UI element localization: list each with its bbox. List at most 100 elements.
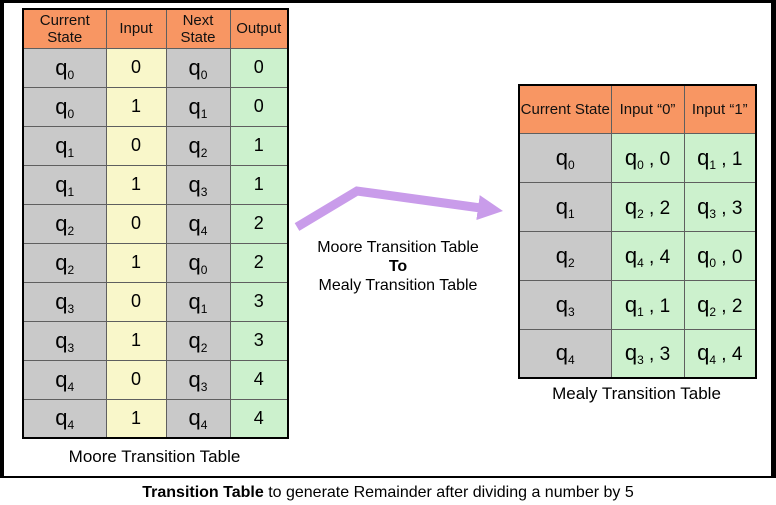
state-subscript: 3 xyxy=(67,301,75,316)
moore-current-state-cell: q2 xyxy=(22,242,107,283)
mealy-state-cell: q4 xyxy=(518,328,612,379)
state-subscript: 1 xyxy=(637,304,644,319)
state-symbol: q xyxy=(555,291,569,317)
moore-table-row: q2 0 q4 2 xyxy=(22,203,289,244)
figure-caption: Transition Table to generate Remainder a… xyxy=(0,484,776,502)
state-subscript: 0 xyxy=(637,157,644,172)
moore-header-next-state: Next State xyxy=(165,8,231,49)
moore-table-row: q2 1 q0 2 xyxy=(22,242,289,283)
mealy-header-input-1: Input “1” xyxy=(683,84,757,134)
mealy-input1-cell: q0 , 0 xyxy=(683,230,757,281)
state-subscript: 3 xyxy=(200,379,208,394)
mealy-input1-cell: q1 , 1 xyxy=(683,132,757,183)
state-symbol: q xyxy=(55,93,68,119)
mealy-state-cell: q2 xyxy=(518,230,612,281)
moore-output-cell: 1 xyxy=(229,164,289,205)
state-subscript: 3 xyxy=(709,206,717,221)
moore-input-cell: 1 xyxy=(105,398,167,439)
state-subscript: 2 xyxy=(67,223,75,238)
state-subscript: 2 xyxy=(200,145,208,160)
mealy-header-input-0: Input “0” xyxy=(610,84,685,134)
state-output-suffix: , 2 xyxy=(643,197,671,219)
moore-current-state-cell: q0 xyxy=(22,47,107,88)
mealy-input0-cell: q3 , 3 xyxy=(610,328,685,379)
mealy-input1-cell: q4 , 4 xyxy=(683,328,757,379)
state-symbol: q xyxy=(624,291,638,317)
state-symbol: q xyxy=(188,132,201,158)
mealy-input0-cell: q2 , 2 xyxy=(610,181,685,232)
mealy-input1-cell: q3 , 3 xyxy=(683,181,757,232)
mealy-state-cell: q1 xyxy=(518,181,612,232)
mealy-input0-cell: q4 , 4 xyxy=(610,230,685,281)
state-symbol: q xyxy=(697,242,710,268)
state-output-suffix: , 4 xyxy=(643,246,671,268)
moore-header-current-state: Current State xyxy=(22,8,107,49)
state-subscript: 4 xyxy=(709,353,717,368)
moore-current-state-cell: q4 xyxy=(22,359,107,400)
moore-table-row: q4 0 q3 4 xyxy=(22,359,289,400)
mealy-table-row: q4 q3 , 3 q4 , 4 xyxy=(518,328,757,379)
state-subscript: 1 xyxy=(568,206,575,221)
arrow-label-line1: Moore Transition Table xyxy=(317,239,479,256)
moore-output-cell: 0 xyxy=(229,47,289,88)
mealy-transition-table: Current State Input “0” Input “1” q0 q0 ,… xyxy=(518,84,757,379)
state-symbol: q xyxy=(624,144,638,170)
moore-input-cell: 0 xyxy=(105,47,167,88)
arrow-label: Moore Transition Table To Mealy Transiti… xyxy=(288,238,508,295)
state-symbol: q xyxy=(55,210,68,236)
moore-next-state-cell: q3 xyxy=(165,359,231,400)
moore-input-cell: 0 xyxy=(105,203,167,244)
moore-table-row: q1 0 q2 1 xyxy=(22,125,289,166)
moore-next-state-cell: q0 xyxy=(165,242,231,283)
mealy-input1-cell: q2 , 2 xyxy=(683,279,757,330)
state-output-suffix: , 1 xyxy=(643,295,671,317)
moore-table-row: q4 1 q4 4 xyxy=(22,398,289,439)
moore-next-state-cell: q3 xyxy=(165,164,231,205)
moore-to-mealy-arrow-icon xyxy=(294,186,503,231)
figure-caption-bold: Transition Table xyxy=(142,484,264,501)
moore-table-row: q1 1 q3 1 xyxy=(22,164,289,205)
state-subscript: 2 xyxy=(568,255,575,270)
mealy-state-cell: q0 xyxy=(518,132,612,183)
mealy-table-row: q1 q2 , 2 q3 , 3 xyxy=(518,181,757,232)
moore-input-cell: 0 xyxy=(105,281,167,322)
state-symbol: q xyxy=(55,288,68,314)
state-subscript: 0 xyxy=(709,255,717,270)
moore-output-cell: 1 xyxy=(229,125,289,166)
moore-output-cell: 4 xyxy=(229,398,289,439)
state-subscript: 4 xyxy=(200,223,208,238)
state-symbol: q xyxy=(55,54,68,80)
mealy-table-body: q0 q0 , 0 q1 , 1 q1 q2 , 2 q3 , 3 q2 q4 , 4 q0 ,… xyxy=(518,132,757,379)
figure-caption-rest: to generate Remainder after dividing a n… xyxy=(263,484,634,501)
state-symbol: q xyxy=(188,288,201,314)
state-subscript: 1 xyxy=(200,106,208,121)
state-subscript: 0 xyxy=(67,67,75,82)
state-subscript: 2 xyxy=(709,304,717,319)
moore-input-cell: 1 xyxy=(105,320,167,361)
state-symbol: q xyxy=(697,144,710,170)
state-symbol: q xyxy=(55,132,68,158)
moore-output-cell: 0 xyxy=(229,86,289,127)
moore-current-state-cell: q1 xyxy=(22,164,107,205)
state-subscript: 0 xyxy=(200,67,208,82)
moore-current-state-cell: q3 xyxy=(22,320,107,361)
state-symbol: q xyxy=(697,340,710,366)
arrow-label-line2: To xyxy=(388,258,408,275)
state-subscript: 3 xyxy=(637,353,644,368)
state-output-suffix: , 1 xyxy=(716,148,743,170)
moore-table-row: q3 0 q1 3 xyxy=(22,281,289,322)
state-symbol: q xyxy=(55,405,68,431)
moore-next-state-cell: q1 xyxy=(165,86,231,127)
moore-input-cell: 0 xyxy=(105,125,167,166)
mealy-header-row: Current State Input “0” Input “1” xyxy=(518,84,757,134)
state-symbol: q xyxy=(188,171,201,197)
moore-output-cell: 2 xyxy=(229,203,289,244)
mealy-header-current-state: Current State xyxy=(518,84,612,134)
state-symbol: q xyxy=(188,54,201,80)
moore-input-cell: 1 xyxy=(105,164,167,205)
state-symbol: q xyxy=(188,210,201,236)
moore-table-row: q0 1 q1 0 xyxy=(22,86,289,127)
state-symbol: q xyxy=(697,291,710,317)
state-subscript: 1 xyxy=(200,301,208,316)
